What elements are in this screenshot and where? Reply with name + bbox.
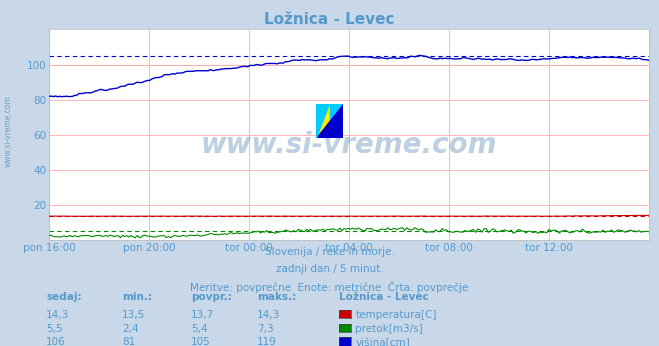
Text: 105: 105 xyxy=(191,337,211,346)
Text: Slovenija / reke in morje.: Slovenija / reke in morje. xyxy=(264,247,395,257)
Text: sedaj:: sedaj: xyxy=(46,292,82,302)
Text: višina[cm]: višina[cm] xyxy=(355,337,410,346)
Text: zadnji dan / 5 minut.: zadnji dan / 5 minut. xyxy=(275,264,384,274)
Text: 14,3: 14,3 xyxy=(257,310,280,320)
Text: 106: 106 xyxy=(46,337,66,346)
Bar xyxy=(330,104,343,138)
Text: 7,3: 7,3 xyxy=(257,324,273,334)
Text: min.:: min.: xyxy=(122,292,152,302)
Text: 13,7: 13,7 xyxy=(191,310,214,320)
Text: pretok[m3/s]: pretok[m3/s] xyxy=(355,324,423,334)
Text: 119: 119 xyxy=(257,337,277,346)
Text: 2,4: 2,4 xyxy=(122,324,138,334)
Polygon shape xyxy=(316,104,330,138)
Text: povpr.:: povpr.: xyxy=(191,292,232,302)
Bar xyxy=(316,104,330,138)
Text: maks.:: maks.: xyxy=(257,292,297,302)
Text: temperatura[C]: temperatura[C] xyxy=(355,310,437,320)
Text: Ložnica - Levec: Ložnica - Levec xyxy=(339,292,429,302)
Text: 14,3: 14,3 xyxy=(46,310,69,320)
Text: 5,4: 5,4 xyxy=(191,324,208,334)
Text: www.si-vreme.com: www.si-vreme.com xyxy=(201,131,498,160)
Text: 5,5: 5,5 xyxy=(46,324,63,334)
Text: Ložnica - Levec: Ložnica - Levec xyxy=(264,12,395,27)
Text: Meritve: povprečne  Enote: metrične  Črta: povprečje: Meritve: povprečne Enote: metrične Črta:… xyxy=(190,281,469,293)
Text: 81: 81 xyxy=(122,337,135,346)
Text: www.si-vreme.com: www.si-vreme.com xyxy=(3,95,13,167)
Text: 13,5: 13,5 xyxy=(122,310,145,320)
Polygon shape xyxy=(316,104,343,138)
